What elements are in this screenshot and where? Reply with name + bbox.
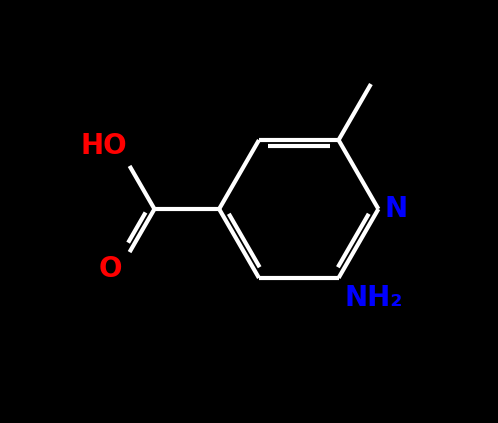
Text: O: O [99,255,122,283]
Text: NH₂: NH₂ [345,284,403,312]
Text: HO: HO [81,132,127,160]
Text: N: N [384,195,407,223]
